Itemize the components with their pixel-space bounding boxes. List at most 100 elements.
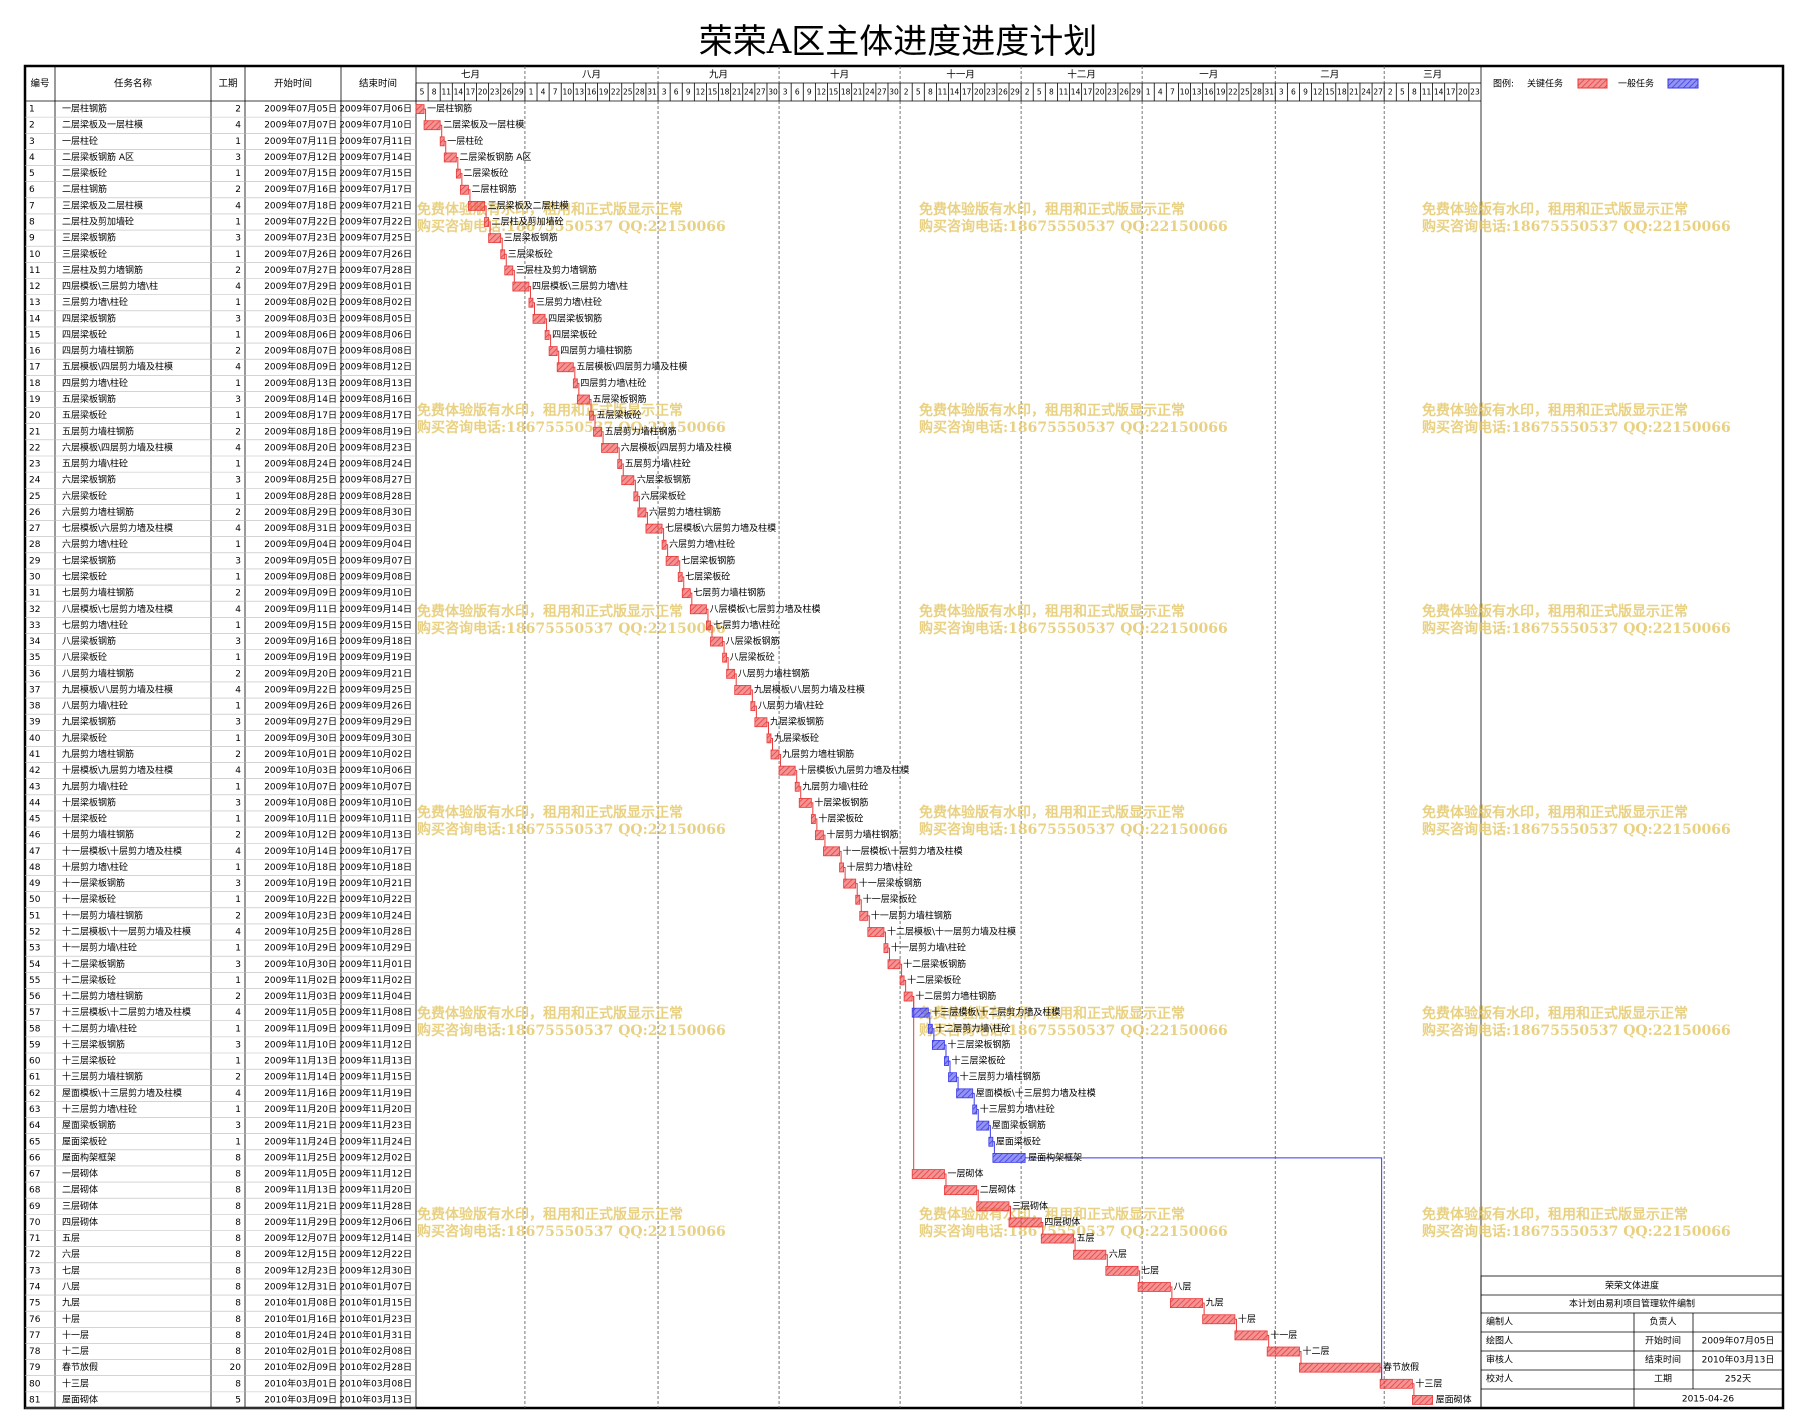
task-id: 1 [29,105,35,115]
task-duration: 1 [235,653,241,663]
day-label: 23 [986,88,996,97]
dependency-link [815,818,818,832]
day-label: 12 [1313,88,1323,97]
day-label: 12 [817,88,827,97]
task-name: 八层剪力墙柱钢筋 [62,667,134,679]
task-end: 2009年11月13日 [339,1055,412,1067]
task-start: 2009年12月07日 [264,1232,337,1244]
task-bar [468,200,485,211]
day-label: 16 [1204,88,1214,97]
task-id: 52 [29,927,40,937]
dependency-link [1299,1351,1302,1364]
bar-label: 七层剪力墙柱钢筋 [693,587,765,599]
watermark: 购买咨询电话:18675550537 QQ:22150066 [1422,620,1731,637]
task-end: 2009年10月13日 [339,829,412,841]
task-start: 2009年07月11日 [264,135,337,147]
task-bar [556,362,574,373]
column-header: 编号 [30,78,49,90]
task-duration: 2 [235,185,241,195]
day-label: 29 [514,88,524,97]
bar-label: 七层梁板钢筋 [681,554,735,566]
watermark: 免费体验版有水印，租用和正式版显示正常 [417,804,683,821]
task-end: 2009年09月03日 [339,522,412,534]
task-bar [1008,1217,1042,1228]
task-duration: 4 [235,927,241,937]
month-label: 一月 [1199,70,1218,81]
task-end: 2009年10月22日 [339,893,412,905]
task-duration: 1 [235,734,241,744]
task-start: 2009年10月12日 [264,829,337,841]
day-label: 3 [783,88,788,97]
bar-label: 十三层剪力墙柱钢筋 [960,1071,1041,1083]
task-name: 屋面砌体 [62,1393,98,1405]
task-duration: 1 [235,169,241,179]
dependency-link [645,511,648,525]
task-bar [665,555,679,566]
task-start: 2009年08月17日 [264,409,337,421]
task-end: 2009年07月15日 [339,167,412,179]
task-start: 2009年07月22日 [264,216,337,228]
task-duration: 1 [235,944,241,954]
dependency-link [1412,1383,1415,1396]
bar-label: 三层剪力墙\柱砼 [536,296,602,308]
task-duration: 1 [235,250,241,260]
task-name: 十二层剪力墙柱钢筋 [62,990,143,1002]
legend-swatch [1577,78,1608,89]
task-bar [1299,1362,1381,1373]
bar-label: 二层砌体 [980,1184,1016,1196]
task-start: 2009年11月09日 [264,1022,337,1034]
task-bar [903,991,913,1002]
task-id: 2 [29,121,35,131]
task-start: 2009年08月14日 [264,393,337,405]
day-label: 9 [686,88,691,97]
task-bar [459,184,469,195]
dependency-link [1267,1334,1270,1348]
day-label: 20 [1458,88,1468,97]
task-start: 2010年01月16日 [264,1313,337,1325]
task-bar [504,265,514,276]
task-duration: 4 [235,685,241,695]
info-value: 2010年03月13日 [1702,1354,1775,1366]
task-name: 八层 [62,1281,80,1292]
dependency-link [545,318,548,331]
day-label: 17 [1446,88,1456,97]
day-label: 14 [950,88,960,97]
info-subtitle: 本计划由易利项目管理软件编制 [1569,1298,1695,1310]
dependency-link [690,592,693,606]
task-duration: 3 [235,556,241,566]
task-bar [633,491,639,502]
task-duration: 3 [235,395,241,405]
task-duration: 1 [235,540,241,550]
bar-label: 八层梁板钢筋 [726,635,780,647]
day-label: 2 [1388,88,1393,97]
task-id: 64 [29,1121,41,1131]
task-id: 54 [29,960,41,970]
task-start: 2009年08月03日 [264,312,337,324]
task-duration: 3 [235,718,241,728]
task-id: 40 [29,734,41,744]
task-end: 2010年03月13日 [339,1393,412,1405]
dependency-link [484,205,487,219]
day-label: 22 [611,88,621,97]
task-id: 58 [29,1024,41,1034]
task-id: 49 [29,879,41,889]
task-name: 二层砌体 [62,1184,98,1196]
dependency-link [621,463,624,477]
task-name: 四层梁板砼 [62,328,107,340]
dependency-link [706,608,709,622]
task-start: 2009年10月08日 [264,796,337,808]
task-id: 37 [29,685,40,695]
task-duration: 3 [235,879,241,889]
task-duration: 1 [235,782,241,792]
task-name: 八层剪力墙\柱砼 [62,700,128,712]
day-label: 9 [807,88,812,97]
task-bar [1234,1330,1268,1341]
task-id: 16 [29,347,41,357]
task-start: 2009年09月09日 [264,587,337,599]
bar-label: 春节放假 [1383,1361,1419,1373]
day-label: 10 [563,88,573,97]
task-end: 2009年12月14日 [339,1232,412,1244]
task-end: 2009年07月14日 [339,151,412,163]
task-duration: 8 [235,1153,241,1163]
day-label: 1 [529,88,534,97]
